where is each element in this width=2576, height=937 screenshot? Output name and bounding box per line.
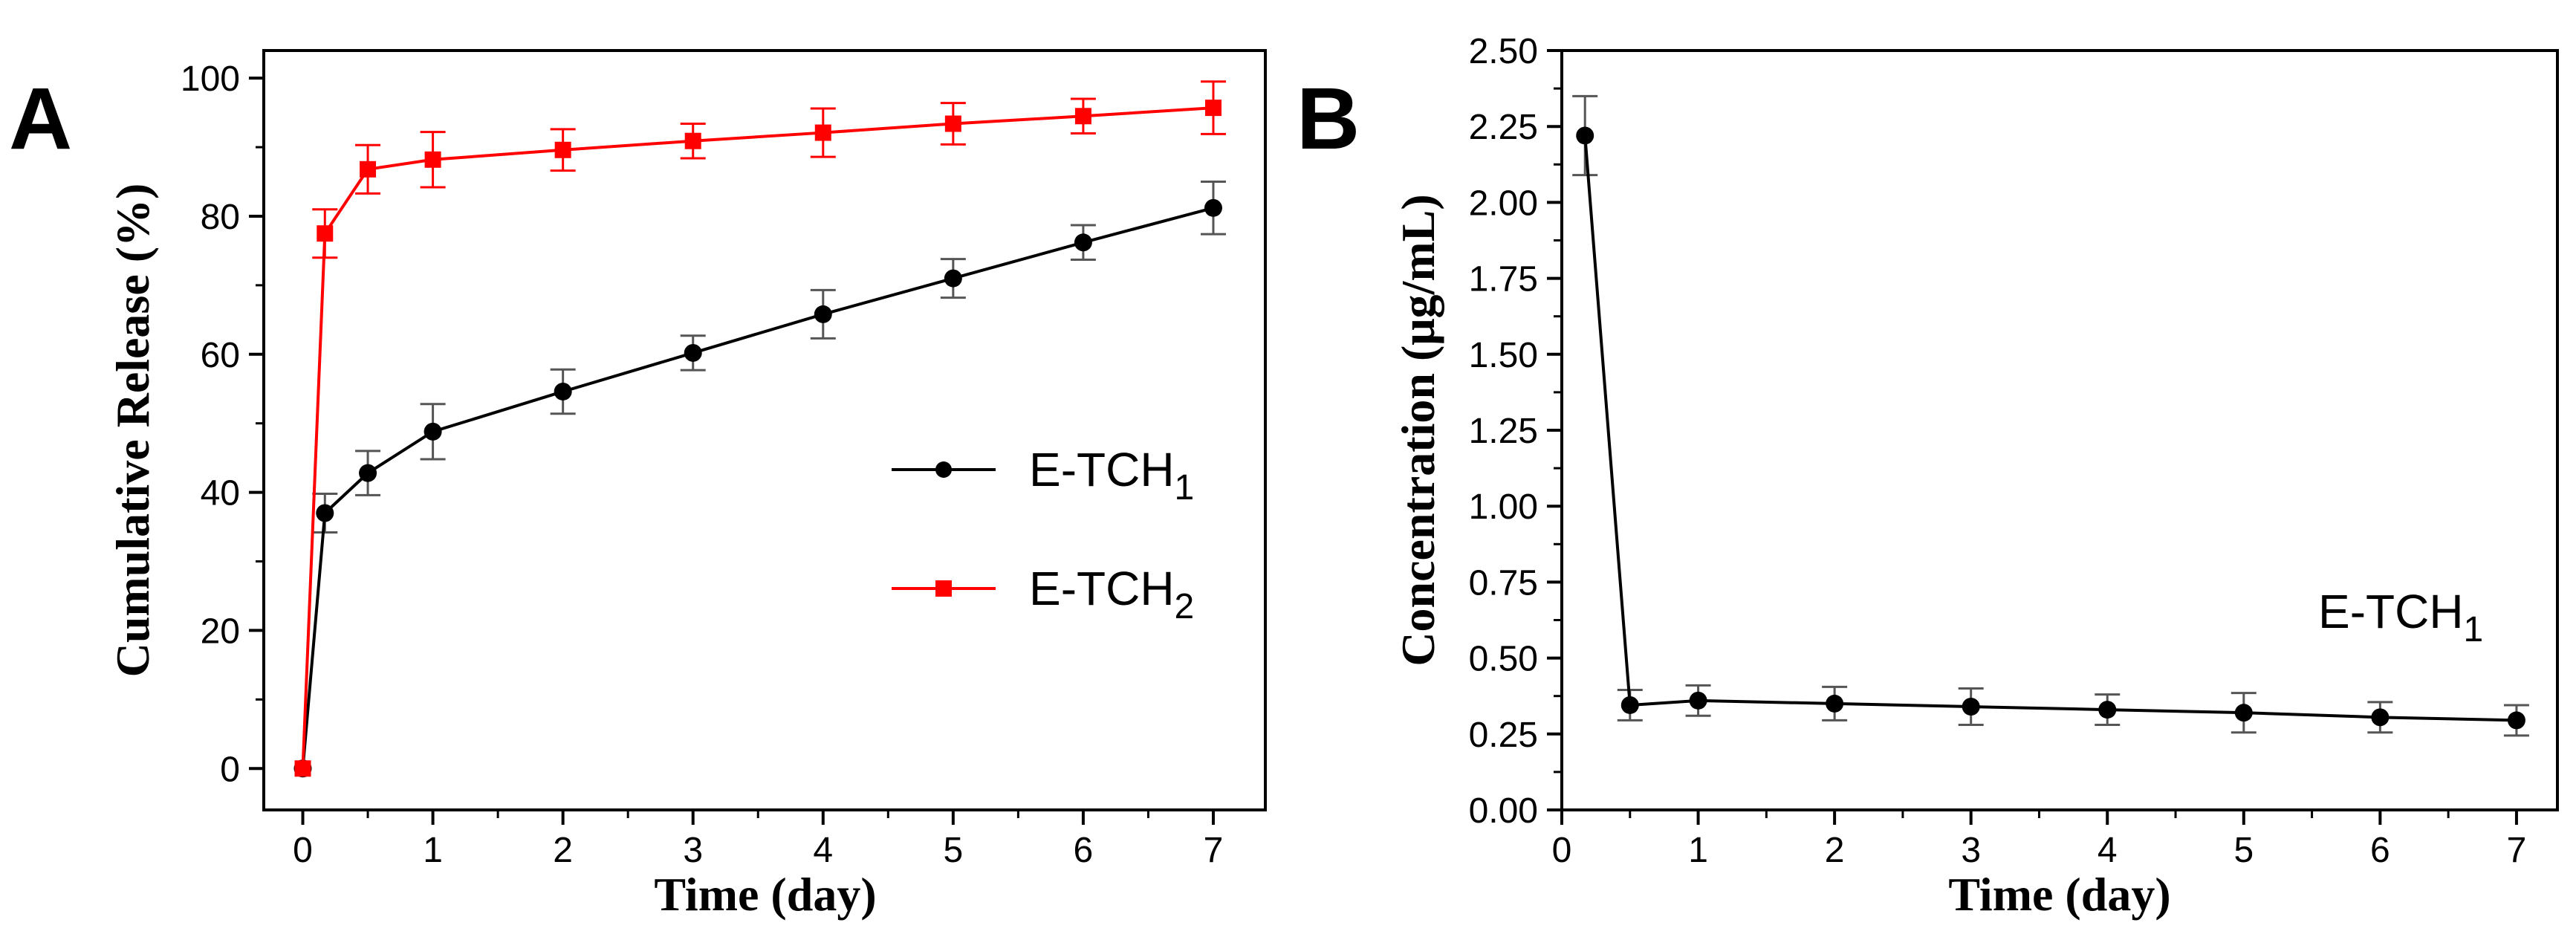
b-y-tick-label-0: 0.00 bbox=[1469, 791, 1538, 831]
a-series-etch1-point-3 bbox=[424, 422, 442, 441]
annotation-etch1-sub: 1 bbox=[2464, 610, 2484, 649]
a-series-etch1-point-1 bbox=[316, 504, 334, 522]
b-y-tick-label-7: 1.75 bbox=[1469, 260, 1538, 299]
b-y-tick-label-9: 2.25 bbox=[1469, 108, 1538, 147]
panel-label-a: A bbox=[9, 70, 72, 168]
b-series-etch1-point-7 bbox=[2371, 708, 2390, 727]
legend-a: E-TCH1 E-TCH2 bbox=[892, 443, 1194, 626]
a-y-tick-label-2: 40 bbox=[201, 474, 240, 513]
b-x-tick-label-0: 0 bbox=[1552, 831, 1572, 870]
a-series-etch1-point-5 bbox=[684, 343, 702, 362]
a-series-etch2-point-8 bbox=[1074, 108, 1091, 125]
a-series-etch2-point-6 bbox=[814, 124, 831, 141]
b-y-tick-label-10: 2.50 bbox=[1469, 32, 1538, 71]
legend-label-etch2: E-TCH2 bbox=[1029, 562, 1194, 626]
b-x-tick-label-4: 4 bbox=[2098, 831, 2118, 870]
legend-marker-etch1 bbox=[935, 461, 952, 478]
data-b bbox=[1572, 94, 2529, 737]
legend-marker-etch2 bbox=[935, 580, 952, 597]
a-series-etch2-point-9 bbox=[1204, 100, 1222, 117]
a-x-tick-label-1: 1 bbox=[423, 831, 443, 870]
b-series-etch1-point-6 bbox=[2234, 704, 2253, 722]
a-series-etch1-point-7 bbox=[944, 269, 962, 288]
a-series-etch2-point-5 bbox=[684, 132, 701, 149]
b-y-tick-label-2: 0.50 bbox=[1469, 640, 1538, 679]
axes-b: 0 1 2 3 4 5 6 7 0.00 0.25 0.50 0.75 1.00 1.25 1.50 1.75… bbox=[1469, 32, 2527, 870]
b-series-etch1-point-1 bbox=[1620, 696, 1639, 714]
b-series-etch1-point-0 bbox=[1576, 126, 1594, 145]
a-series-etch1-line bbox=[301, 206, 1214, 769]
b-x-tick-label-5: 5 bbox=[2233, 831, 2254, 870]
a-series-etch2-line bbox=[301, 106, 1214, 769]
a-x-tick-label-2: 2 bbox=[553, 831, 573, 870]
b-series-etch1-point-5 bbox=[2098, 701, 2117, 719]
panel-a: A 0 1 2 3 4 5 6 7 0 20 40 60 80 100 Time (day) Cumula… bbox=[9, 49, 1267, 921]
a-series-etch2-point-2 bbox=[360, 161, 377, 178]
axes-a: 0 1 2 3 4 5 6 7 0 20 40 60 80 100 bbox=[181, 59, 1223, 870]
b-y-tick-label-8: 2.00 bbox=[1469, 184, 1538, 223]
annotation-etch1-main: E-TCH bbox=[2318, 585, 2464, 638]
a-series-etch2-point-4 bbox=[554, 141, 571, 158]
a-series-etch2-point-7 bbox=[944, 115, 961, 132]
a-x-tick-label-0: 0 bbox=[293, 831, 313, 870]
y-axis-title-a: Cumulative Release (%) bbox=[106, 184, 159, 678]
a-x-tick-label-6: 6 bbox=[1074, 831, 1094, 870]
panel-b: B 0 1 2 3 4 5 6 7 0.00 0.25 0.50 0.75 1.00 1.25 1.50 1.… bbox=[1297, 32, 2559, 921]
legend-label-etch2-main: E-TCH bbox=[1029, 562, 1175, 615]
a-series-etch1-point-6 bbox=[814, 305, 832, 323]
b-x-tick-label-6: 6 bbox=[2370, 831, 2390, 870]
b-x-tick-label-2: 2 bbox=[1825, 831, 1845, 870]
a-y-tick-label-1: 20 bbox=[201, 612, 240, 651]
a-y-tick-label-5: 100 bbox=[181, 59, 240, 99]
a-series-etch1-point-4 bbox=[554, 382, 572, 401]
a-x-tick-label-7: 7 bbox=[1204, 831, 1224, 870]
a-series-etch1-point-9 bbox=[1204, 198, 1222, 217]
b-x-tick-label-7: 7 bbox=[2507, 831, 2527, 870]
a-x-tick-label-4: 4 bbox=[813, 831, 833, 870]
b-series-etch1-point-2 bbox=[1689, 691, 1707, 710]
a-series-etch2-point-0 bbox=[294, 760, 311, 777]
b-x-tick-label-3: 3 bbox=[1961, 831, 1981, 870]
legend-label-etch1: E-TCH1 bbox=[1029, 443, 1194, 508]
a-y-tick-label-3: 60 bbox=[201, 336, 240, 375]
b-y-tick-label-1: 0.25 bbox=[1469, 716, 1538, 755]
y-axis-title-b: Concentration (μg/mL) bbox=[1392, 194, 1444, 666]
a-x-tick-label-3: 3 bbox=[683, 831, 703, 870]
a-series-etch2-point-3 bbox=[424, 151, 441, 168]
a-y-tick-label-0: 0 bbox=[220, 750, 240, 789]
a-series-etch1-point-8 bbox=[1074, 233, 1092, 252]
b-y-tick-label-3: 0.75 bbox=[1469, 563, 1538, 603]
annotation-etch1: E-TCH1 bbox=[2318, 585, 2483, 649]
b-series-etch1-point-4 bbox=[1962, 698, 1980, 716]
legend-label-etch1-main: E-TCH bbox=[1029, 443, 1175, 496]
a-y-tick-label-4: 80 bbox=[201, 198, 240, 237]
plot-frame-b bbox=[1560, 49, 2559, 811]
legend-label-etch2-sub: 2 bbox=[1175, 587, 1195, 626]
panel-label-b: B bbox=[1297, 70, 1360, 168]
x-axis-title-b: Time (day) bbox=[1948, 868, 2170, 921]
a-x-tick-label-5: 5 bbox=[943, 831, 963, 870]
b-y-tick-label-5: 1.25 bbox=[1469, 412, 1538, 451]
x-axis-title-a: Time (day) bbox=[654, 868, 876, 921]
b-y-tick-label-6: 1.50 bbox=[1469, 336, 1538, 375]
b-series-etch1-point-8 bbox=[2507, 711, 2525, 730]
data-a bbox=[293, 80, 1226, 778]
a-series-etch1-point-2 bbox=[359, 464, 377, 482]
b-x-tick-label-1: 1 bbox=[1688, 831, 1708, 870]
a-series-etch2-point-1 bbox=[317, 225, 334, 242]
b-y-tick-label-4: 1.00 bbox=[1469, 487, 1538, 527]
b-series-etch1-point-3 bbox=[1826, 694, 1844, 713]
plot-frame-a bbox=[262, 49, 1267, 811]
legend-label-etch1-sub: 1 bbox=[1175, 468, 1195, 508]
